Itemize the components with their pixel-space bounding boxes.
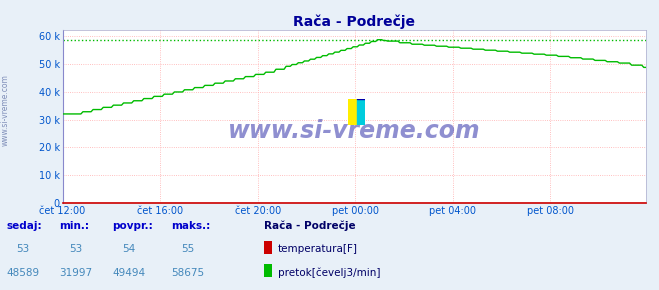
Text: temperatura[F]: temperatura[F]	[278, 244, 358, 254]
Text: 31997: 31997	[59, 267, 92, 278]
Text: 54: 54	[122, 244, 135, 254]
Bar	[357, 73, 365, 99]
Text: pretok[čevelj3/min]: pretok[čevelj3/min]	[278, 267, 381, 278]
Text: 53: 53	[69, 244, 82, 254]
Text: maks.:: maks.:	[171, 221, 211, 231]
Text: povpr.:: povpr.:	[112, 221, 153, 231]
Text: 55: 55	[181, 244, 194, 254]
Text: www.si-vreme.com: www.si-vreme.com	[1, 74, 10, 146]
Text: 53: 53	[16, 244, 30, 254]
Text: sedaj:: sedaj:	[7, 221, 42, 231]
Bar	[357, 99, 365, 125]
Text: min.:: min.:	[59, 221, 90, 231]
Title: Rača - Podrečje: Rača - Podrečje	[293, 15, 415, 29]
Text: Rača - Podrečje: Rača - Podrečje	[264, 221, 355, 231]
Text: 49494: 49494	[112, 267, 145, 278]
Text: 58675: 58675	[171, 267, 204, 278]
Text: 48589: 48589	[7, 267, 40, 278]
Text: www.si-vreme.com: www.si-vreme.com	[228, 119, 480, 142]
Bar	[349, 99, 357, 125]
Bar	[349, 73, 357, 99]
